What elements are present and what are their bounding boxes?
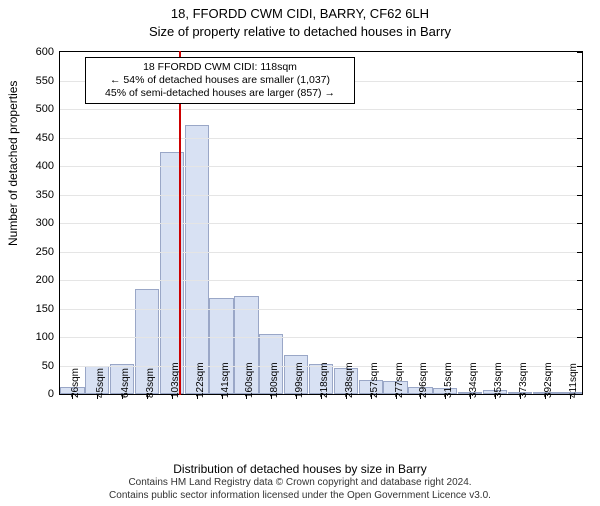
xtick-label: 26sqm [70, 368, 81, 398]
ytick-mark [577, 52, 583, 53]
xtick-label: 373sqm [518, 362, 529, 398]
xtick-label: 353sqm [493, 362, 504, 398]
xtick-label: 238sqm [344, 362, 355, 398]
xtick-label: 411sqm [568, 363, 579, 398]
gridline [60, 195, 582, 196]
ytick-mark [577, 81, 583, 82]
annotation-line: 45% of semi-detached houses are larger (… [91, 87, 349, 100]
xtick-label: 257sqm [369, 362, 380, 398]
annotation-box: 18 FFORDD CWM CIDI: 118sqm← 54% of detac… [85, 57, 355, 104]
ytick-label: 50 [42, 360, 60, 372]
plot-area: 05010015020025030035040045050055060026sq… [60, 52, 582, 394]
x-axis-label: Distribution of detached houses by size … [0, 462, 600, 476]
xtick-label: 296sqm [418, 362, 429, 398]
footer-line1: Contains HM Land Registry data © Crown c… [0, 477, 600, 490]
xtick-label: 277sqm [394, 362, 405, 398]
ytick-label: 500 [36, 103, 60, 115]
xtick-label: 315sqm [443, 362, 454, 398]
xtick-label: 199sqm [294, 362, 305, 398]
ytick-label: 350 [36, 189, 60, 201]
ytick-label: 0 [48, 388, 60, 400]
gridline [60, 109, 582, 110]
ytick-mark [577, 252, 583, 253]
ytick-mark [577, 309, 583, 310]
ytick-label: 400 [36, 160, 60, 172]
xtick-label: 141sqm [220, 362, 231, 398]
xtick-label: 392sqm [543, 362, 554, 398]
xtick-label: 218sqm [319, 362, 330, 398]
ytick-label: 300 [36, 217, 60, 229]
ytick-label: 250 [36, 246, 60, 258]
ytick-label: 150 [36, 303, 60, 315]
footer: Contains HM Land Registry data © Crown c… [0, 477, 600, 502]
ytick-label: 200 [36, 274, 60, 286]
gridline [60, 337, 582, 338]
ytick-mark [577, 138, 583, 139]
ytick-mark [577, 337, 583, 338]
annotation-line: ← 54% of detached houses are smaller (1,… [91, 74, 349, 87]
gridline [60, 223, 582, 224]
xtick-label: 122sqm [195, 362, 206, 398]
gridline [60, 166, 582, 167]
footer-line2: Contains public sector information licen… [0, 490, 600, 503]
xtick-label: 45sqm [95, 368, 106, 398]
ytick-mark [577, 223, 583, 224]
gridline [60, 280, 582, 281]
annotation-line: 18 FFORDD CWM CIDI: 118sqm [91, 61, 349, 74]
xtick-label: 83sqm [145, 368, 156, 398]
ytick-label: 450 [36, 132, 60, 144]
xtick-label: 160sqm [244, 362, 255, 398]
xtick-label: 180sqm [269, 362, 280, 398]
ytick-label: 550 [36, 75, 60, 87]
ytick-label: 100 [36, 331, 60, 343]
y-axis-label: Number of detached properties [6, 81, 20, 246]
ytick-label: 600 [36, 46, 60, 58]
xtick-label: 334sqm [468, 362, 479, 398]
gridline [60, 138, 582, 139]
ytick-mark [577, 195, 583, 196]
gridline [60, 309, 582, 310]
ytick-mark [577, 166, 583, 167]
chart-title-description: Size of property relative to detached ho… [0, 24, 600, 40]
chart-container: { "title_line1": "18, FFORDD CWM CIDI, B… [0, 6, 600, 506]
ytick-mark [577, 109, 583, 110]
chart-title-address: 18, FFORDD CWM CIDI, BARRY, CF62 6LH [0, 6, 600, 22]
xtick-label: 64sqm [120, 368, 131, 398]
gridline [60, 252, 582, 253]
ytick-mark [577, 280, 583, 281]
